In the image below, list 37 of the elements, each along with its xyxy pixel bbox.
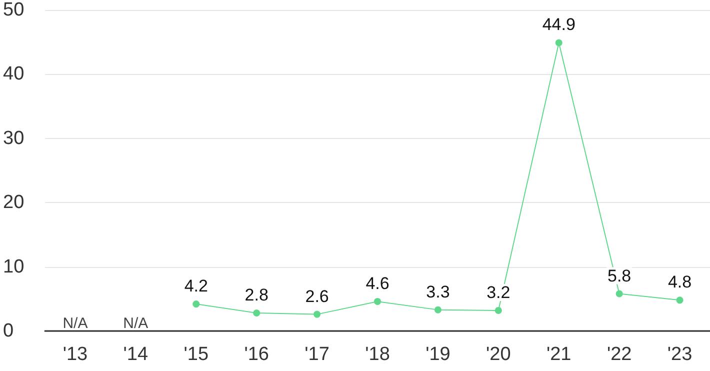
text: N/A (123, 315, 148, 332)
x-tick-label: '13 (62, 344, 88, 365)
y-tick-label: 30 (3, 128, 24, 149)
point (555, 39, 562, 46)
x-tick-label: '22 (606, 344, 632, 365)
x-tick-label: '18 (365, 344, 390, 365)
point (374, 298, 381, 305)
x-tick-label: '23 (667, 344, 692, 365)
x-tick-label: '17 (304, 344, 330, 365)
data-label: 4.2 (184, 276, 208, 296)
y-tick-label: 40 (3, 64, 24, 85)
data-label: 3.2 (486, 282, 510, 302)
x-tick-label: '20 (486, 344, 511, 365)
y-tick-label: 10 (3, 256, 24, 278)
y-tick-label: 50 (3, 0, 24, 20)
text: N/A (62, 315, 88, 332)
x-tick-label: '14 (123, 344, 148, 365)
x-tick-label: '16 (244, 344, 269, 365)
data-label: 4.6 (366, 274, 390, 293)
data-label: 2.6 (305, 286, 329, 306)
data-label: 4.8 (668, 272, 692, 292)
point (616, 290, 623, 298)
data-label: 2.8 (244, 286, 268, 305)
point (676, 296, 684, 304)
x-tick-label: '19 (426, 344, 450, 365)
x-tick-label: '21 (546, 344, 572, 365)
y-tick-label: 20 (3, 192, 24, 214)
point (434, 306, 442, 314)
data-label: 44.9 (542, 15, 576, 34)
point (494, 306, 502, 314)
y-tick-label: 0 (3, 320, 14, 342)
data-label: 5.8 (608, 266, 632, 286)
x-tick-label: '15 (184, 344, 209, 365)
point (192, 300, 200, 308)
point (253, 310, 260, 317)
data-label: 3.3 (426, 282, 450, 302)
point (314, 310, 321, 318)
